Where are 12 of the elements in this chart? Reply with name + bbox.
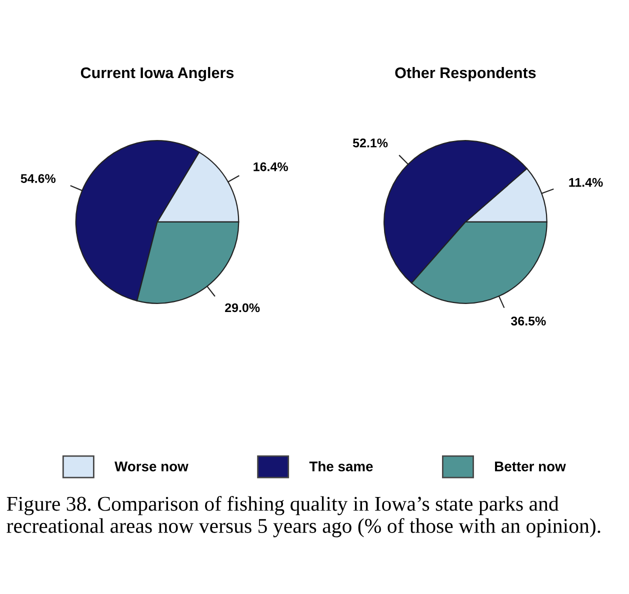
legend-label: Better now [495, 462, 566, 472]
data-label: 36.5% [510, 316, 546, 326]
chart-title: Other Respondents [395, 66, 536, 82]
data-label: 29.0% [225, 303, 260, 312]
caption: Figure 38. Comparison of fishing quality in Iowa’s state parks and recreational areas now versus 5 years ago (% of those with an opinion). [6, 496, 600, 538]
data-label: 16.4% [254, 162, 288, 172]
data-label: 54.6% [20, 174, 56, 183]
legend-label: The same [309, 461, 373, 472]
data-label: 11.4% [569, 178, 603, 187]
legend-label: Worse now [114, 462, 188, 472]
chart-title: Current Iowa Anglers [80, 66, 234, 82]
data-label: 52.1% [352, 138, 388, 148]
